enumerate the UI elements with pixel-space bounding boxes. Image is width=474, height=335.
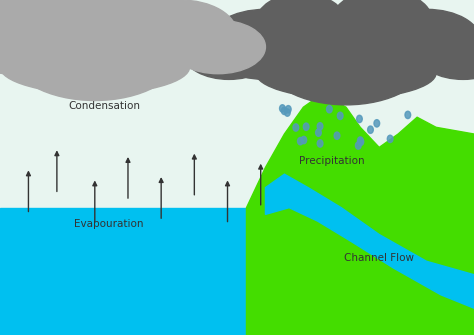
Ellipse shape (256, 48, 436, 98)
Polygon shape (265, 174, 474, 308)
Polygon shape (246, 94, 474, 335)
Ellipse shape (316, 129, 321, 136)
Ellipse shape (358, 138, 364, 145)
Text: Channel Flow: Channel Flow (344, 253, 414, 263)
Ellipse shape (184, 28, 274, 79)
Ellipse shape (298, 137, 303, 145)
Ellipse shape (374, 120, 380, 127)
Ellipse shape (405, 111, 410, 119)
Ellipse shape (337, 112, 343, 120)
Ellipse shape (332, 0, 431, 48)
Ellipse shape (256, 0, 346, 51)
Ellipse shape (81, 0, 185, 40)
Ellipse shape (123, 0, 237, 67)
Ellipse shape (327, 106, 332, 113)
Ellipse shape (387, 135, 393, 143)
Ellipse shape (171, 20, 265, 74)
Ellipse shape (317, 123, 323, 130)
Text: Condensation: Condensation (68, 100, 140, 111)
Ellipse shape (0, 0, 95, 44)
Circle shape (102, 12, 164, 55)
Ellipse shape (356, 142, 361, 149)
Ellipse shape (0, 40, 190, 94)
Ellipse shape (368, 126, 374, 133)
Ellipse shape (317, 140, 323, 147)
Ellipse shape (284, 109, 290, 116)
Ellipse shape (418, 28, 474, 79)
Ellipse shape (356, 115, 362, 123)
Ellipse shape (206, 9, 323, 79)
Text: Evapouration: Evapouration (74, 219, 144, 229)
Ellipse shape (9, 7, 180, 100)
Ellipse shape (0, 20, 19, 74)
Ellipse shape (265, 16, 427, 105)
Ellipse shape (282, 107, 287, 115)
Ellipse shape (303, 123, 309, 130)
Ellipse shape (293, 124, 299, 131)
Ellipse shape (301, 136, 307, 144)
Ellipse shape (0, 0, 71, 74)
Polygon shape (0, 208, 275, 335)
Ellipse shape (334, 132, 340, 139)
Text: Precipitation: Precipitation (299, 156, 365, 166)
Ellipse shape (280, 105, 285, 112)
Ellipse shape (285, 106, 291, 113)
Ellipse shape (373, 9, 474, 73)
Ellipse shape (357, 137, 363, 144)
